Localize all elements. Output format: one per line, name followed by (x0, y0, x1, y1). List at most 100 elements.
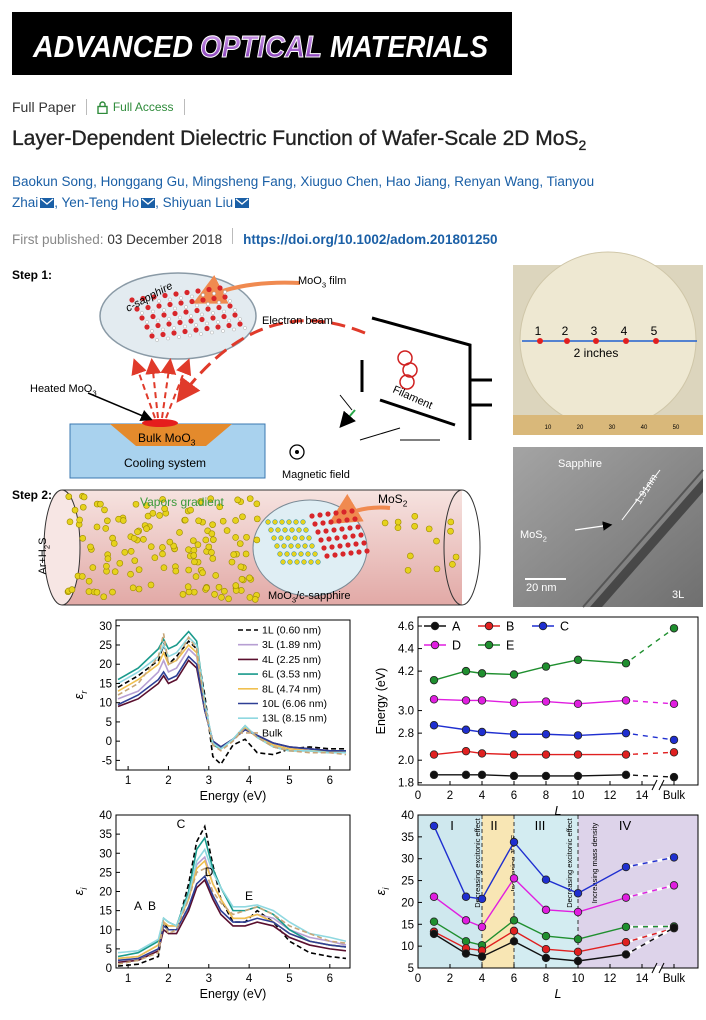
tem-label: 3L (672, 589, 684, 601)
vapor-particle (452, 553, 460, 561)
vapor-particle (253, 515, 261, 523)
author-name[interactable]: Tianyou Zhai (12, 174, 595, 210)
marker (429, 892, 439, 901)
publication-info: First published: 03 December 2018 https:/… (12, 228, 498, 247)
y-tick-label: 3.0 (398, 706, 414, 718)
wafer-point (564, 338, 570, 344)
vapor-particle (425, 525, 433, 533)
author-name[interactable]: Baokun Song (12, 174, 94, 189)
circle-shape (402, 362, 418, 378)
marker (621, 862, 631, 872)
vapor-particle (209, 521, 216, 528)
author-name[interactable]: Yen‐Teng Ho (61, 195, 140, 210)
atom (243, 326, 247, 330)
x-tick-label: 6 (511, 790, 517, 802)
atom (300, 519, 306, 525)
marker (477, 952, 487, 961)
author-name[interactable]: Mingsheng Fang (192, 174, 293, 189)
schematic-label: MoO3/c-sapphire (268, 590, 351, 604)
marker (621, 696, 631, 705)
author-name[interactable]: Shiyuan Liu (162, 195, 234, 210)
author-name[interactable]: Hao Jiang (385, 174, 447, 189)
email-icon[interactable] (40, 198, 55, 208)
separator: , (93, 174, 97, 189)
y-tick-label: 5 (106, 717, 112, 729)
vapor-particle (190, 537, 197, 544)
email-icon[interactable] (141, 198, 156, 208)
x-axis-label: Energy (eV) (200, 789, 267, 803)
marker (573, 947, 583, 957)
vapor-particle (110, 540, 118, 547)
text-part: Sapphire (558, 458, 602, 470)
atom (323, 528, 329, 534)
vapor-particle (161, 505, 168, 513)
atom (331, 527, 337, 533)
marker (429, 695, 439, 704)
tem-label: Sapphire (558, 458, 602, 470)
legend-marker (484, 621, 494, 631)
schematic-label: MoS2 (378, 492, 408, 509)
atom (292, 535, 298, 541)
legend-label: C (560, 620, 569, 634)
author: Mingsheng Fang, (192, 174, 296, 189)
atom (293, 519, 299, 525)
x-tick-label: 1 (125, 775, 131, 787)
marker (541, 697, 551, 706)
marker (477, 894, 487, 904)
marker (509, 698, 519, 707)
marker (477, 669, 487, 678)
text-part: Ar+H (37, 549, 49, 574)
y-tick-label: 40 (99, 810, 112, 822)
atom (150, 313, 156, 320)
marker (509, 750, 519, 759)
axis-break (651, 962, 665, 974)
atom (167, 317, 171, 321)
journal-logo[interactable] (12, 12, 512, 75)
email-icon[interactable] (235, 198, 250, 208)
vapor-particle (208, 530, 216, 537)
atom (312, 521, 318, 527)
atom (227, 318, 231, 323)
marker (541, 875, 551, 884)
text-part: ε (71, 889, 86, 895)
separator: , (378, 174, 383, 189)
marker (669, 748, 679, 757)
x-tick-label: 8 (543, 790, 549, 802)
author: Xiuguo Chen, (300, 174, 382, 189)
vapor-particle (191, 558, 198, 566)
vapor-particle (116, 559, 124, 567)
region-label: IV (619, 818, 632, 833)
break-dash (625, 731, 675, 742)
marker (669, 853, 679, 862)
marker (509, 837, 519, 847)
atom (188, 318, 194, 324)
legend-label: 6L (3.53 nm) (262, 669, 321, 681)
vapor-particle (199, 569, 206, 577)
text-part: /c-sapphire (296, 590, 350, 602)
series-line (117, 847, 347, 954)
atom (221, 329, 225, 333)
author: Honggang Gu, (101, 174, 189, 189)
marker (477, 696, 487, 705)
atom (171, 330, 177, 336)
plot-frame (417, 616, 699, 786)
author-name[interactable]: Renyan Wang (454, 174, 540, 189)
x-axis-label: L (555, 804, 562, 818)
doi-link[interactable]: https://doi.org/10.1002/adom.201801250 (243, 232, 498, 247)
author-name[interactable]: Honggang Gu (100, 174, 185, 189)
atom (205, 321, 209, 326)
y-tick-label: 35 (401, 832, 414, 844)
atom (178, 300, 184, 306)
author: Renyan Wang, (454, 174, 543, 189)
path-shape (110, 424, 232, 446)
marker (541, 750, 551, 759)
atom (317, 512, 323, 518)
line-shape (339, 394, 353, 411)
x-tick-label: 5 (286, 973, 292, 985)
vapor-particle (100, 593, 108, 601)
vapor-particle (121, 549, 129, 556)
author-name[interactable]: Xiuguo Chen (300, 174, 379, 189)
vapor-particle (223, 527, 231, 534)
vapor-particle (411, 522, 418, 530)
vapor-particle (210, 536, 217, 543)
